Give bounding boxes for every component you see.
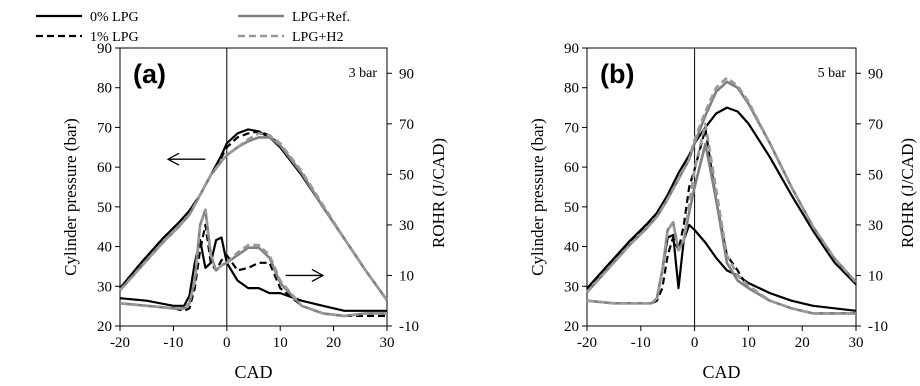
y-tick-label: 50	[564, 200, 579, 216]
y2-tick-label: 70	[399, 117, 414, 133]
pressure-line-0-lpg	[119, 128, 388, 301]
panel-b: -20 -10 0 10 20 30 20 30 40 50 60 70 80 90 -10 10 30 50 70…	[528, 41, 917, 382]
y-tick-label: 90	[564, 41, 579, 57]
y-tick-label: 20	[564, 319, 579, 335]
y-tick-label: 30	[97, 279, 112, 295]
y2-tick-label: 10	[399, 268, 414, 284]
x-axis-title: CAD	[702, 362, 740, 382]
pressure-line-1-lpg	[586, 80, 857, 292]
y-tick-label: 60	[97, 160, 112, 176]
x-tick-label: -20	[110, 335, 130, 351]
y2-tick-label: 50	[399, 167, 414, 183]
x-tick-label: 10	[273, 335, 288, 351]
rohr-line-1-lpg	[119, 223, 387, 317]
arrow-head	[311, 268, 325, 283]
condition-label: 5 bar	[818, 66, 847, 81]
x-tick-label: -10	[631, 335, 651, 351]
y2-tick-label: -10	[868, 319, 888, 335]
x-tick-label: -10	[163, 335, 183, 351]
legend-label: LPG+H2	[292, 30, 343, 45]
x-tick-label: 20	[795, 335, 810, 351]
x-tick-label: -20	[577, 335, 597, 351]
pressure-line-lpg-h2	[119, 132, 389, 301]
rohr-line-lpg-h2	[586, 122, 856, 315]
y2-tick-label: 90	[868, 66, 883, 82]
y2-tick-label: 10	[868, 268, 883, 284]
pressure-line-lpg-ref	[119, 136, 389, 301]
legend-label: LPG+Ref.	[292, 10, 350, 25]
panel-a: -20 -10 0 10 20 30 20 30 40 50 60 70 80 90 -10 10 30 50 70…	[61, 41, 448, 382]
y2-tick-label: 90	[399, 66, 414, 82]
pressure-line-lpg-ref	[586, 80, 857, 294]
y2-tick-label: 50	[868, 167, 883, 183]
x-tick-label: 30	[849, 335, 864, 351]
x-tick-label: 10	[741, 335, 756, 351]
y-tick-label: 70	[97, 120, 112, 136]
y2-tick-label: 30	[399, 218, 414, 234]
y-tick-label: 70	[564, 120, 579, 136]
rohr-line-lpg-h2	[119, 208, 387, 318]
legend: 0% LPG 1% LPG LPG+Ref. LPG+H2	[36, 10, 350, 45]
y-tick-label: 20	[97, 319, 112, 335]
legend-label: 1% LPG	[90, 30, 139, 45]
y-axis-title: Cylinder pressure (bar)	[61, 118, 80, 276]
pressure-line-0-lpg	[586, 106, 857, 290]
plot-frame	[586, 47, 857, 327]
panel-label: (b)	[600, 59, 634, 89]
y-tick-label: 60	[564, 160, 579, 176]
panel-label: (a)	[133, 59, 166, 89]
rohr-line-lpg-ref	[119, 208, 387, 318]
y-tick-label: 40	[564, 240, 579, 256]
legend-label: 0% LPG	[90, 10, 139, 25]
pressure-line-1-lpg	[119, 130, 388, 301]
x-tick-label: 20	[326, 335, 341, 351]
x-tick-label: 30	[380, 335, 395, 351]
condition-label: 3 bar	[349, 66, 378, 81]
pressure-line-lpg-h2	[586, 76, 857, 294]
y-tick-label: 80	[564, 81, 579, 97]
arrow-head	[166, 152, 180, 166]
y2-tick-label: 30	[868, 218, 883, 234]
x-tick-label: 0	[691, 335, 699, 351]
y2-axis-title: ROHR (J/CAD)	[898, 138, 917, 248]
x-tick-label: 0	[223, 335, 231, 351]
y-tick-label: 90	[97, 41, 112, 57]
plot-frame	[119, 47, 388, 327]
y2-tick-label: 70	[868, 117, 883, 133]
y-tick-label: 30	[564, 279, 579, 295]
y-tick-label: 80	[97, 81, 112, 97]
x-axis-title: CAD	[234, 362, 272, 382]
y2-axis-title: ROHR (J/CAD)	[429, 138, 448, 248]
y-tick-label: 50	[97, 200, 112, 216]
y-tick-label: 40	[97, 240, 112, 256]
y-axis-title: Cylinder pressure (bar)	[528, 118, 547, 276]
y2-tick-label: -10	[399, 319, 419, 335]
rohr-line-0-lpg	[119, 236, 387, 312]
